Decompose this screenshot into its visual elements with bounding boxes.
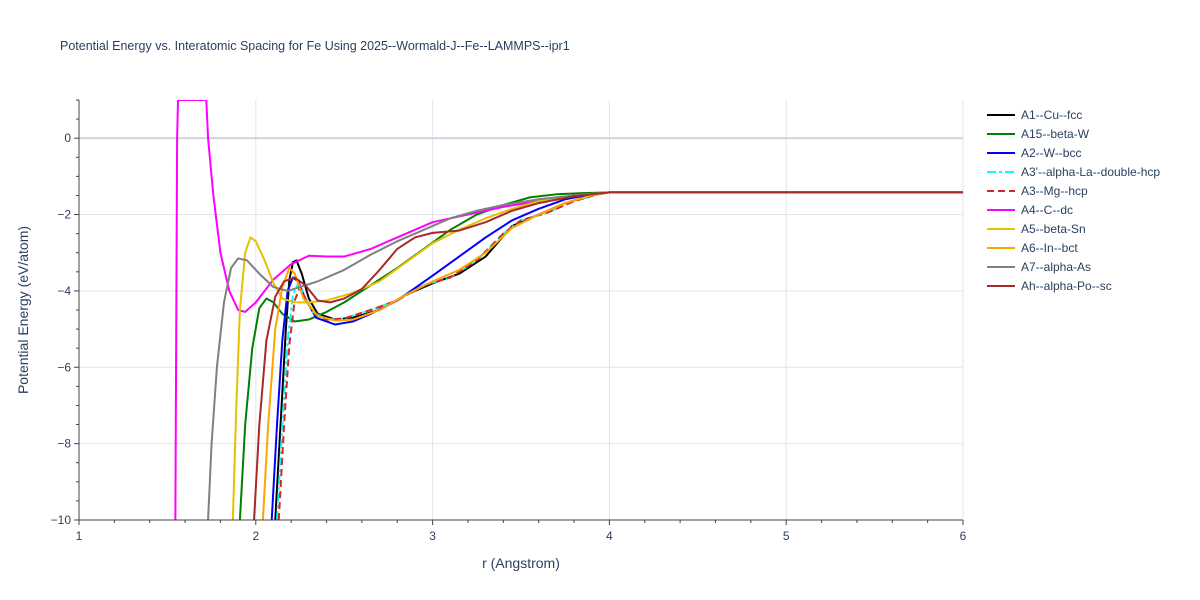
x-tick-label: 2 (252, 529, 259, 543)
legend-label: A3'--alpha-La--double-hcp (1021, 165, 1160, 179)
legend-label: Ah--alpha-Po--sc (1021, 279, 1112, 293)
series-line-9 (253, 191, 963, 520)
legend-label: A2--W--bcc (1021, 146, 1081, 160)
x-axis-title: r (Angstrom) (482, 555, 560, 571)
y-tick-label: −6 (57, 360, 71, 374)
y-tick-label: −4 (57, 284, 71, 298)
legend-item[interactable]: A6--In--bct (987, 241, 1078, 255)
series-lines (174, 100, 963, 520)
series-line-8 (207, 191, 963, 520)
legend[interactable]: A1--Cu--fcc A15--beta-W A2--W--bcc A3'--alp… (987, 108, 1160, 293)
legend-label: A4--C--dc (1021, 203, 1073, 217)
legend-item[interactable]: Ah--alpha-Po--sc (987, 279, 1112, 293)
y-tick-label: 0 (64, 131, 71, 145)
x-tick-label: 1 (76, 529, 83, 543)
legend-item[interactable]: A15--beta-W (987, 127, 1090, 141)
legend-item[interactable]: A7--alpha-As (987, 260, 1091, 274)
y-tick-labels: 0 −2 −4 −6 −8 −10 (51, 131, 72, 527)
legend-label: A6--In--bct (1021, 241, 1078, 255)
legend-label: A1--Cu--fcc (1021, 108, 1082, 122)
y-tick-label: −2 (57, 208, 71, 222)
legend-item[interactable]: A2--W--bcc (987, 146, 1081, 160)
series-line-1 (238, 191, 963, 520)
legend-item[interactable]: A3'--alpha-La--double-hcp (987, 165, 1160, 179)
x-tick-label: 4 (606, 529, 613, 543)
legend-item[interactable]: A3--Mg--hcp (987, 184, 1088, 198)
x-tick-label: 6 (960, 529, 967, 543)
legend-item[interactable]: A1--Cu--fcc (987, 108, 1082, 122)
legend-item[interactable]: A5--beta-Sn (987, 222, 1086, 236)
x-tick-labels: 1 2 3 4 5 6 (76, 529, 967, 543)
legend-label: A7--alpha-As (1021, 260, 1091, 274)
legend-item[interactable]: A4--C--dc (987, 203, 1073, 217)
y-tick-label: −10 (51, 513, 72, 527)
series-line-6 (231, 191, 963, 520)
legend-label: A3--Mg--hcp (1021, 184, 1088, 198)
y-axis-title: Potential Energy (eV/atom) (15, 226, 31, 394)
legend-label: A5--beta-Sn (1021, 222, 1086, 236)
x-tick-label: 5 (783, 529, 790, 543)
chart-title: Potential Energy vs. Interatomic Spacing… (60, 39, 570, 53)
axes (74, 99, 964, 525)
series-line-5 (174, 100, 963, 520)
y-tick-label: −8 (57, 437, 71, 451)
x-tick-label: 3 (429, 529, 436, 543)
legend-label: A15--beta-W (1021, 127, 1090, 141)
